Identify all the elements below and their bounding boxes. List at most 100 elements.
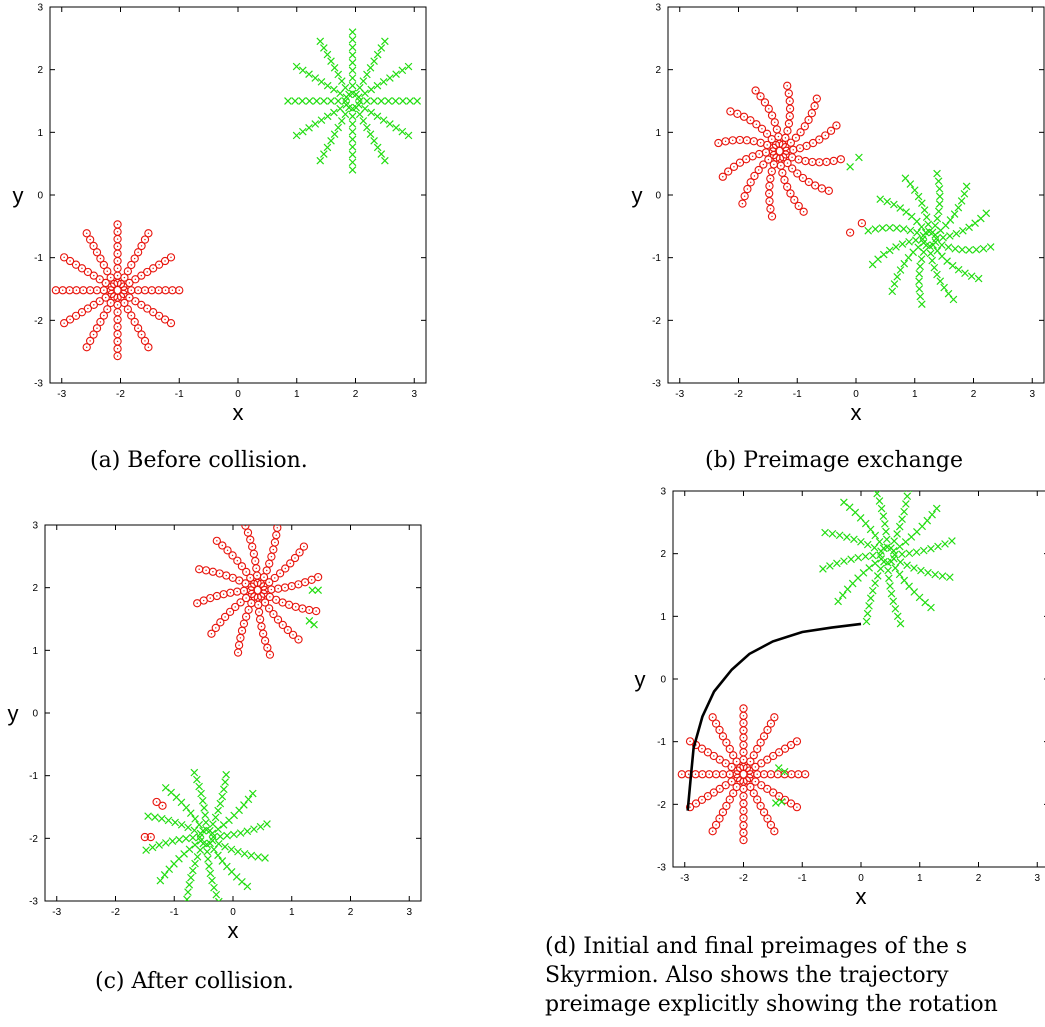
data-point-cross bbox=[919, 546, 928, 555]
data-point-dot bbox=[238, 644, 240, 646]
data-point-dot bbox=[137, 251, 139, 253]
data-point-dot bbox=[287, 629, 289, 631]
data-point-dot bbox=[742, 722, 745, 724]
data-point-cross bbox=[193, 852, 202, 861]
data-point-dot bbox=[742, 832, 745, 834]
data-point-dot bbox=[89, 289, 91, 291]
data-point-cross bbox=[330, 85, 338, 94]
data-point-cross bbox=[197, 789, 205, 798]
data-point-cross bbox=[896, 266, 905, 274]
data-point-dot bbox=[152, 267, 154, 270]
data-point-circle bbox=[786, 799, 796, 808]
data-point-circle bbox=[166, 253, 176, 262]
data-point-cross bbox=[193, 775, 201, 784]
data-point-circle bbox=[715, 755, 724, 764]
data-point-circle bbox=[265, 578, 274, 587]
data-point-cross bbox=[948, 261, 957, 270]
data-point-dot bbox=[776, 128, 778, 131]
data-point-cross bbox=[882, 527, 890, 536]
data-point-cross bbox=[900, 576, 909, 585]
data-point-cross bbox=[348, 120, 357, 128]
data-point-circle bbox=[220, 612, 230, 622]
data-point-dot bbox=[754, 780, 757, 783]
data-point-circle bbox=[237, 562, 247, 571]
data-point-dot bbox=[116, 238, 119, 240]
data-point-circle bbox=[281, 564, 290, 573]
data-point-cross bbox=[310, 620, 318, 629]
data-point-circle bbox=[154, 260, 164, 269]
data-point-cross bbox=[317, 116, 326, 124]
x-tick-label: -1 bbox=[793, 389, 802, 400]
data-point-circle bbox=[709, 751, 718, 761]
data-point-dot bbox=[292, 634, 294, 636]
data-point-dot bbox=[144, 836, 146, 838]
data-point-circle bbox=[273, 615, 283, 624]
data-point-dot bbox=[745, 158, 747, 160]
data-point-dot bbox=[840, 158, 842, 160]
data-point-cross bbox=[922, 213, 931, 221]
x-tick-label: -3 bbox=[52, 907, 61, 918]
data-point-dot bbox=[103, 289, 105, 291]
data-point-dot bbox=[258, 611, 260, 613]
x-axis-label: x bbox=[233, 400, 244, 425]
data-point-circle bbox=[212, 536, 221, 546]
data-point-dot bbox=[161, 805, 164, 807]
data-point-dot bbox=[268, 562, 270, 565]
data-point-cross bbox=[182, 834, 190, 843]
data-point-dot bbox=[116, 267, 119, 270]
data-point-dot bbox=[281, 601, 284, 604]
data-point-dot bbox=[116, 252, 119, 255]
data-point-dot bbox=[761, 128, 763, 130]
data-point-cross bbox=[160, 870, 169, 879]
data-point-circle bbox=[771, 140, 781, 150]
data-point-cross bbox=[875, 497, 884, 505]
data-point-dot bbox=[164, 289, 167, 291]
data-point-cross bbox=[196, 846, 205, 854]
data-point-dot bbox=[226, 549, 229, 552]
data-point-dot bbox=[771, 215, 773, 218]
data-point-cross bbox=[881, 520, 889, 528]
data-point-cross bbox=[214, 897, 223, 901]
data-point-dot bbox=[288, 604, 290, 606]
data-point-cross bbox=[363, 123, 371, 132]
data-point-cross bbox=[327, 57, 335, 66]
data-point-dot bbox=[284, 567, 286, 570]
data-point-cross bbox=[373, 143, 382, 152]
x-tick-label: -2 bbox=[111, 907, 120, 918]
data-point-dot bbox=[225, 574, 227, 577]
data-point-circle bbox=[739, 112, 749, 121]
data-point-cross bbox=[904, 253, 913, 262]
caption-line: (b) Preimage exchange bbox=[705, 448, 963, 473]
data-point-circle bbox=[120, 298, 129, 308]
data-point-cross bbox=[855, 153, 863, 162]
data-point-cross bbox=[348, 135, 357, 144]
data-point-cross bbox=[171, 818, 179, 827]
data-point-dot bbox=[130, 264, 132, 266]
data-point-cross bbox=[381, 37, 389, 46]
data-point-circle bbox=[764, 155, 773, 164]
data-point-dot bbox=[140, 274, 143, 277]
data-point-circle bbox=[769, 751, 778, 761]
data-point-dot bbox=[759, 95, 762, 98]
data-point-dot bbox=[730, 780, 733, 783]
data-point-cross bbox=[298, 97, 307, 105]
data-point-circle bbox=[780, 175, 789, 185]
data-point-circle bbox=[711, 820, 721, 830]
data-point-cross bbox=[949, 295, 958, 304]
data-point-dot bbox=[743, 116, 745, 118]
data-point-dot bbox=[237, 651, 239, 654]
data-point-cross bbox=[928, 256, 936, 265]
data-point-dot bbox=[301, 607, 304, 610]
data-point-circle bbox=[725, 744, 734, 754]
data-point-dot bbox=[266, 569, 268, 572]
data-point-dot bbox=[116, 231, 119, 233]
data-point-cross bbox=[873, 572, 882, 580]
y-tick-label: -2 bbox=[652, 316, 661, 327]
data-point-dot bbox=[725, 741, 728, 744]
data-point-cross bbox=[384, 97, 393, 105]
data-point-circle bbox=[123, 305, 132, 314]
data-point-cross bbox=[214, 851, 222, 860]
data-point-cross bbox=[191, 815, 199, 823]
data-point-dot bbox=[732, 139, 734, 142]
data-point-cross bbox=[320, 150, 328, 158]
